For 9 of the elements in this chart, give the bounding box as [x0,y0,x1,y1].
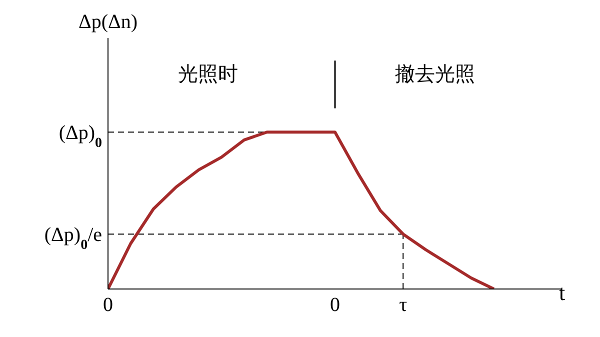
text: 光照时 [178,62,238,86]
text: 撤去光照 [394,62,475,86]
ref-line-label: (Δp)$_{0}$/e [44,224,102,253]
x-tick-label: τ [399,294,408,316]
y-axis-title: Δp(Δn) [78,11,138,33]
ref-line-label: (Δp)$_{0}$ [58,122,102,151]
x-axis-title: t [559,280,566,305]
x-tick-label: 0 [330,294,340,316]
x-tick-label: 0 [103,294,113,316]
